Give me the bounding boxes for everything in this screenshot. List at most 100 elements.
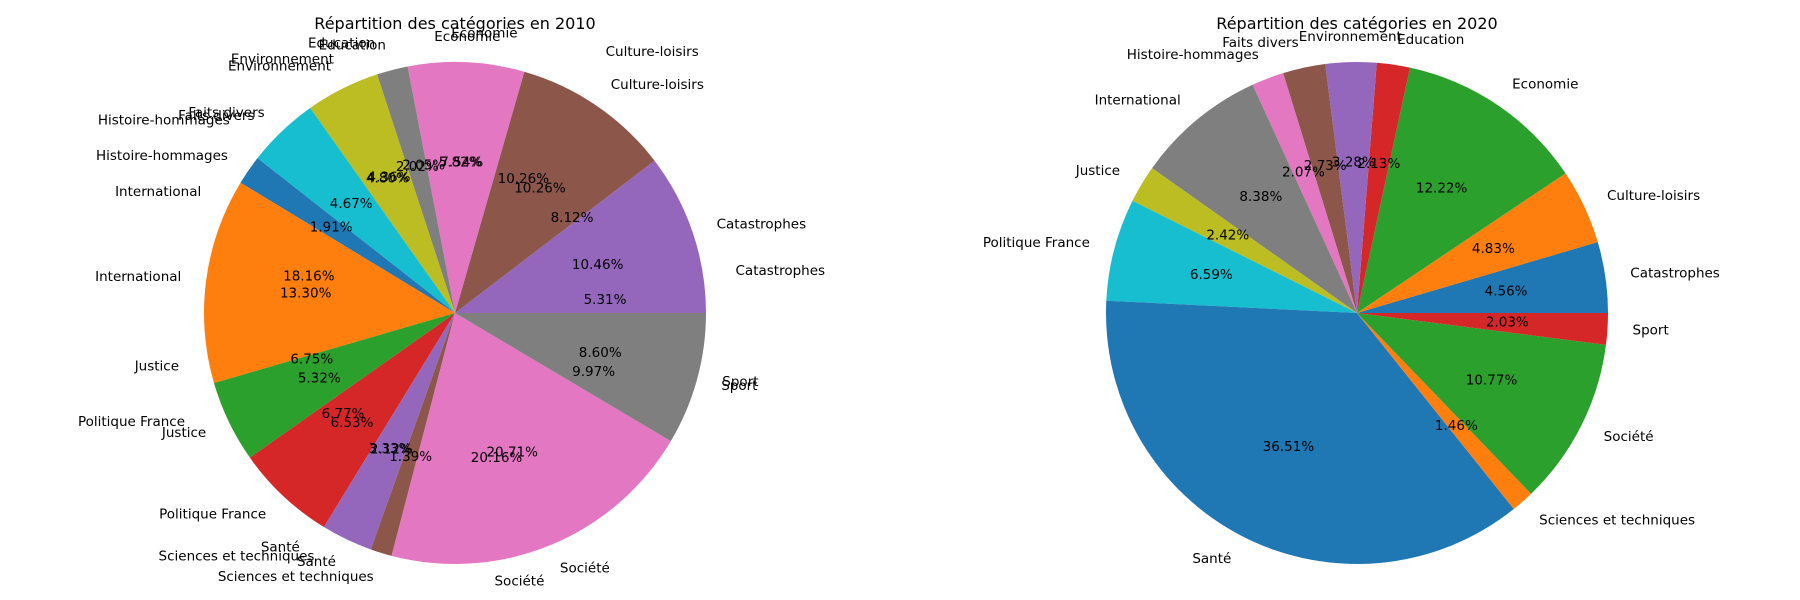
slice-pct-2010-culture-loisirs: 10.26%	[514, 181, 566, 197]
pie-slice-2010-politique-france	[249, 313, 455, 528]
slice-label-2020-faits-divers: Faits divers	[1222, 35, 1298, 51]
slice-label-2010-culture-loisirs: Culture-loisirs	[611, 77, 704, 93]
overlay-label-2010-10: Santé	[261, 539, 300, 555]
slice-pct-2020-international: 8.38%	[1239, 189, 1282, 205]
pie-slice-2010-faits-divers	[257, 107, 455, 313]
slice-pct-2010-histoire-hommages: 1.91%	[310, 219, 353, 235]
slice-label-2010-sante: Santé	[297, 554, 336, 570]
overlay-label-2010-2: Economie	[451, 25, 517, 41]
pie-slice-2010-catastrophes	[455, 160, 706, 313]
pie-slice-2020-sciences-et-techniques	[1357, 313, 1532, 510]
overlay-pct-2010-1: 8.12%	[551, 210, 594, 226]
pie-slice-2020-environnement	[1325, 62, 1377, 314]
pie-chart-2020: Répartition des catégories en 2020 Catas…	[983, 14, 1720, 567]
slice-label-2020-culture-loisirs: Culture-loisirs	[1607, 188, 1700, 204]
pie-slice-2020-culture-loisirs	[1357, 173, 1598, 313]
overlay-pct-2010-8: 6.77%	[322, 406, 365, 422]
pie-slice-2010-sciences-et-techniques	[370, 313, 455, 556]
pie-slice-2010-environnement	[310, 74, 455, 313]
slice-label-2010-environnement: Environnement	[228, 58, 331, 74]
slice-label-2010-education: Education	[319, 38, 386, 54]
slice-label-2020-international: International	[1095, 92, 1181, 108]
pie-slice-2020-catastrophes	[1357, 242, 1608, 313]
pie-slice-2010-culture-loisirs	[455, 71, 655, 313]
slice-label-2020-environnement: Environnement	[1299, 29, 1402, 45]
slice-pct-2010-economie: 7.54%	[440, 155, 483, 171]
pie-slice-2010-societe	[391, 313, 671, 565]
slice-pct-2010-justice: 5.32%	[298, 370, 341, 386]
pie-slice-2010-histoire-hommages	[240, 158, 455, 313]
overlay-label-2010-13: Sport	[722, 374, 758, 390]
overlay-pct-2010-5: 4.36%	[368, 170, 411, 186]
pie-slice-2020-international	[1152, 84, 1357, 313]
slice-pct-2020-culture-loisirs: 4.83%	[1472, 241, 1515, 257]
pie-chart-2010: Répartition des catégories en 2010 Catas…	[78, 14, 825, 589]
overlay-pct-2010-3: 5.82%	[439, 154, 482, 170]
slice-label-2010-histoire-hommages: Histoire-hommages	[96, 148, 228, 164]
slice-label-2020-economie: Economie	[1512, 77, 1578, 93]
slice-pct-2020-economie: 12.22%	[1416, 180, 1468, 196]
overlay-label-2010-3: Education	[308, 35, 375, 51]
slice-pct-2020-sciences-et-techniques: 1.46%	[1435, 418, 1478, 434]
pie-slice-2020-faits-divers	[1283, 64, 1357, 313]
slice-label-2020-sante: Santé	[1192, 551, 1231, 567]
overlay-pct-2010-10: 20.16%	[471, 450, 523, 466]
overlay-label-2010-1: Culture-loisirs	[606, 44, 699, 60]
overlay-label-2010-12: Société	[494, 573, 544, 589]
slice-pct-2010-societe: 20.71%	[486, 444, 538, 460]
overlay-label-2010-11: Sciences et techniques	[159, 548, 315, 564]
slice-label-2020-education: Education	[1397, 32, 1464, 48]
slice-pct-2010-environnement: 4.80%	[366, 170, 409, 186]
pie-slice-2020-societe	[1357, 313, 1606, 494]
overlay-pct-2010-11: 9.97%	[572, 364, 615, 380]
slice-pct-2020-sport: 2.03%	[1486, 315, 1529, 331]
overlay-pct-2010-2: 10.26%	[498, 171, 550, 187]
slice-pct-2020-histoire-hommages: 2.07%	[1282, 164, 1325, 180]
slice-label-2020-politique-france: Politique France	[983, 235, 1090, 251]
slice-pct-2020-environnement: 3.28%	[1332, 154, 1375, 170]
overlay-label-2010-6: Histoire-hommages	[98, 113, 230, 129]
pie-slice-2010-international	[204, 182, 455, 384]
slice-pct-2020-societe: 10.77%	[1466, 373, 1518, 389]
pie-slice-2010-sante	[323, 313, 455, 550]
slice-pct-2010-faits-divers: 4.67%	[330, 196, 373, 212]
slice-label-2020-societe: Société	[1604, 429, 1654, 445]
slice-label-2020-histoire-hommages: Histoire-hommages	[1127, 47, 1259, 63]
overlay-label-2010-9: Politique France	[78, 414, 185, 430]
slice-label-2010-sciences-et-techniques: Sciences et techniques	[218, 569, 374, 585]
slice-pct-2020-politique-france: 6.59%	[1190, 267, 1233, 283]
overlay-pct-2010-0: 5.31%	[584, 292, 627, 308]
slice-label-2010-justice: Justice	[161, 425, 206, 441]
slice-pct-2010-education: 2.02%	[396, 159, 439, 175]
slice-pct-2010-politique-france: 6.53%	[331, 415, 374, 431]
slice-pct-2010-international: 13.30%	[280, 285, 332, 301]
slice-label-2010-economie: Economie	[434, 29, 500, 45]
pie-slice-2010-economie	[407, 62, 525, 314]
overlay-pct-2010-7: 6.75%	[290, 352, 333, 368]
overlay-label-2010-8: Justice	[134, 359, 179, 375]
pie-slice-2020-education	[1357, 62, 1410, 314]
slice-pct-2020-justice: 2.42%	[1206, 228, 1249, 244]
pie-slice-2010-justice	[213, 313, 455, 458]
slice-label-2010-faits-divers: Faits divers	[188, 105, 264, 121]
slice-label-2020-sciences-et-techniques: Sciences et techniques	[1539, 512, 1695, 528]
overlay-label-2010-0: Catastrophes	[736, 263, 826, 279]
pie-slice-2010-education	[377, 66, 455, 313]
pie-slice-2010-sport	[455, 313, 706, 442]
slice-label-2020-catastrophes: Catastrophes	[1630, 266, 1720, 282]
slice-label-2020-sport: Sport	[1633, 323, 1669, 339]
slice-label-2010-international: International	[95, 269, 181, 285]
chart-title-2020: Répartition des catégories en 2020	[1216, 14, 1497, 33]
slice-label-2010-catastrophes: Catastrophes	[717, 217, 807, 233]
overlay-pct-2010-6: 18.16%	[283, 269, 335, 285]
slice-label-2010-politique-france: Politique France	[159, 506, 266, 522]
overlay-label-2010-5: Faits divers	[178, 108, 254, 124]
slice-pct-2010-sciences-et-techniques: 1.39%	[389, 449, 432, 465]
pie-slice-2020-sante	[1106, 300, 1514, 565]
overlay-label-2010-7: International	[115, 184, 201, 200]
overlay-pct-2010-9: 2.12%	[370, 441, 413, 457]
slice-label-2010-societe: Société	[560, 560, 610, 576]
slice-pct-2010-sport: 8.60%	[579, 345, 622, 361]
slice-pct-2010-catastrophes: 10.46%	[572, 257, 624, 273]
